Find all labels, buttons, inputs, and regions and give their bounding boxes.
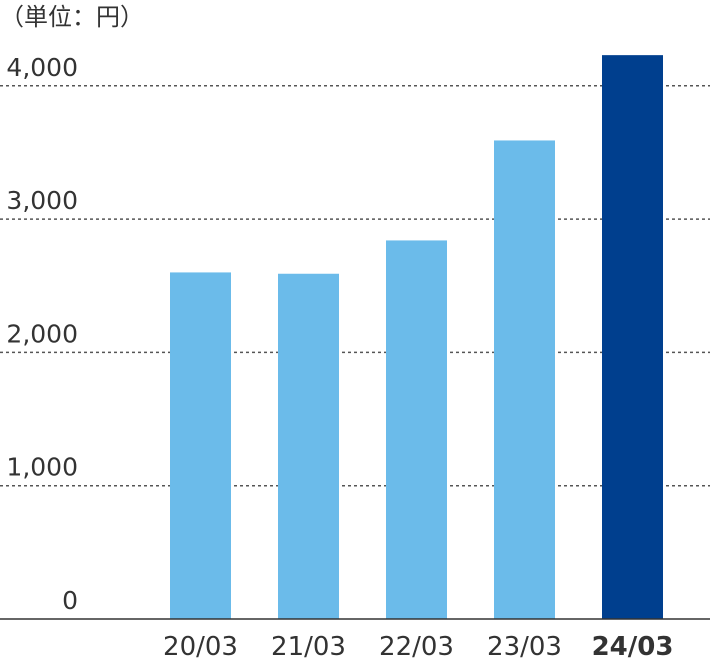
y-tick-label: 3,000 bbox=[6, 186, 78, 215]
grid-lines bbox=[0, 85, 710, 487]
x-tick-label: 20/03 bbox=[163, 632, 238, 660]
bar-23-03 bbox=[494, 140, 555, 619]
y-axis-ticks: 0 1,000 2,000 3,000 4,000 bbox=[6, 53, 78, 615]
unit-label: （単位：円） bbox=[0, 3, 144, 31]
bar-21-03 bbox=[278, 273, 339, 619]
x-tick-label: 24/03 bbox=[592, 632, 674, 660]
x-tick-label: 21/03 bbox=[271, 632, 346, 660]
x-axis-ticks: 20/03 21/03 22/03 23/03 24/03 bbox=[163, 632, 674, 662]
bar-22-03 bbox=[386, 240, 447, 620]
y-tick-label: 4,000 bbox=[6, 53, 78, 82]
y-tick-label: 1,000 bbox=[6, 453, 78, 482]
x-tick-label: 23/03 bbox=[487, 632, 562, 660]
bars bbox=[170, 55, 663, 620]
y-tick-label: 0 bbox=[62, 586, 78, 615]
bar-24-03 bbox=[602, 55, 663, 620]
x-tick-label: 22/03 bbox=[379, 632, 454, 660]
bar-20-03 bbox=[170, 272, 231, 619]
y-tick-label: 2,000 bbox=[6, 319, 78, 348]
